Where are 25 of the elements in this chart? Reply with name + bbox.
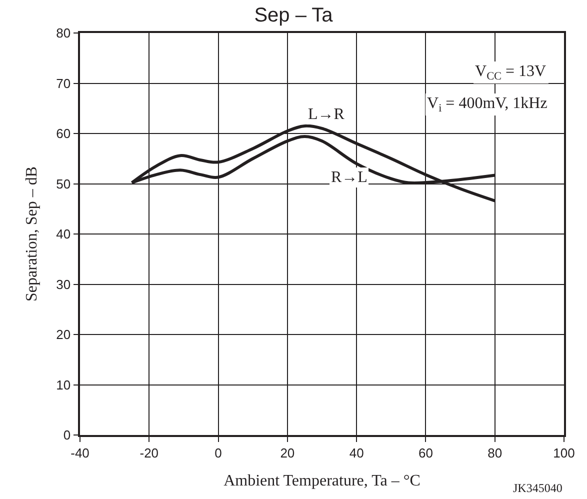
series-label: L→R bbox=[308, 106, 345, 123]
x-tick-label: 80 bbox=[488, 445, 502, 460]
x-tick-label: 20 bbox=[280, 445, 295, 460]
y-tick-label: 50 bbox=[56, 176, 71, 192]
y-axis-title: Separation, Sep – dB bbox=[24, 166, 41, 302]
y-tick-label: 30 bbox=[56, 276, 71, 292]
x-tick-label: 40 bbox=[349, 445, 364, 460]
annotation: V$_{i}$ = 400mV, 1kHz bbox=[427, 95, 548, 114]
y-tick-label: 0 bbox=[63, 428, 71, 443]
x-tick-label: 0 bbox=[214, 445, 222, 460]
x-tick-label: 100 bbox=[553, 445, 575, 460]
text: JK345040 bbox=[513, 481, 562, 495]
y-tick-label: 70 bbox=[56, 76, 71, 91]
y-tick-label: 20 bbox=[56, 327, 71, 342]
y-tick-label: 60 bbox=[56, 126, 71, 142]
x-tick-label: -40 bbox=[70, 445, 90, 460]
x-tick-label: -20 bbox=[140, 445, 159, 460]
x-axis-title: Ambient Temperature, Ta – °C bbox=[224, 472, 420, 490]
y-tick-label: 10 bbox=[56, 377, 71, 392]
y-tick-label: 80 bbox=[56, 26, 71, 41]
series-label: R→L bbox=[331, 169, 368, 186]
x-tick-label: 60 bbox=[418, 445, 433, 460]
y-tick-label: 40 bbox=[56, 226, 71, 242]
annotation: V$_{CC}$ = 13V bbox=[475, 63, 547, 82]
chart-title: Sep – Ta bbox=[254, 4, 334, 26]
